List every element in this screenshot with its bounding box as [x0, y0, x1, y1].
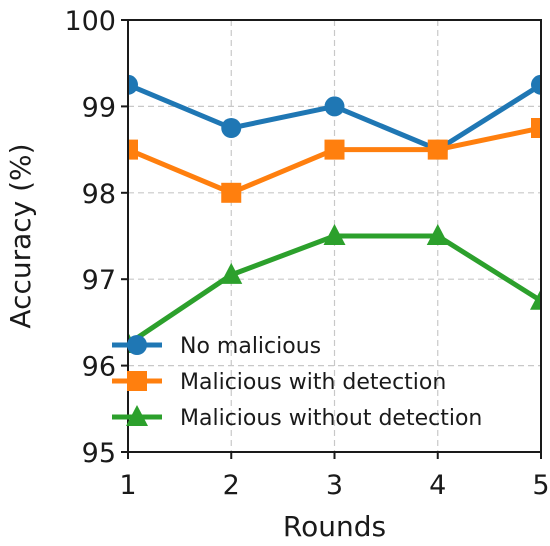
y-tick-label: 95 — [82, 438, 116, 469]
x-tick-label: 2 — [223, 470, 240, 501]
series-group — [128, 74, 541, 353]
data-point — [324, 139, 345, 160]
y-tick-label: 100 — [64, 6, 116, 37]
x-tick-label: 1 — [119, 470, 136, 501]
data-point — [531, 74, 541, 95]
data-point — [530, 288, 541, 310]
y-tick-label: 97 — [82, 265, 116, 296]
data-point — [220, 262, 243, 284]
y-tick-label: 96 — [82, 352, 116, 383]
data-point — [426, 224, 449, 245]
y-tick-label: 99 — [82, 92, 116, 123]
data-point — [323, 224, 346, 245]
data-point — [427, 139, 448, 160]
y-axis-label: Accuracy (%) — [4, 143, 37, 328]
x-tick-label: 5 — [532, 470, 549, 501]
data-point — [221, 182, 242, 203]
data-point — [531, 118, 541, 138]
legend: No malicious Malicious with detection Mali… — [112, 334, 482, 431]
series-layer — [128, 74, 541, 353]
legend-marker — [126, 405, 148, 426]
legend-marker — [127, 371, 147, 391]
data-point — [128, 74, 138, 95]
ticks: 1 2 3 4 5 95 96 97 98 99 100 — [64, 6, 549, 501]
legend-marker — [127, 335, 147, 355]
data-point — [324, 96, 345, 117]
x-tick-label: 3 — [326, 470, 343, 501]
legend-label: No malicious — [180, 334, 321, 359]
y-tick-label: 98 — [82, 179, 116, 210]
data-point — [221, 118, 242, 138]
data-point — [128, 139, 138, 160]
legend-label: Malicious with detection — [180, 370, 446, 395]
x-axis-label: Rounds — [283, 510, 386, 543]
legend-label: Malicious without detection — [180, 406, 482, 431]
x-tick-label: 4 — [429, 470, 446, 501]
